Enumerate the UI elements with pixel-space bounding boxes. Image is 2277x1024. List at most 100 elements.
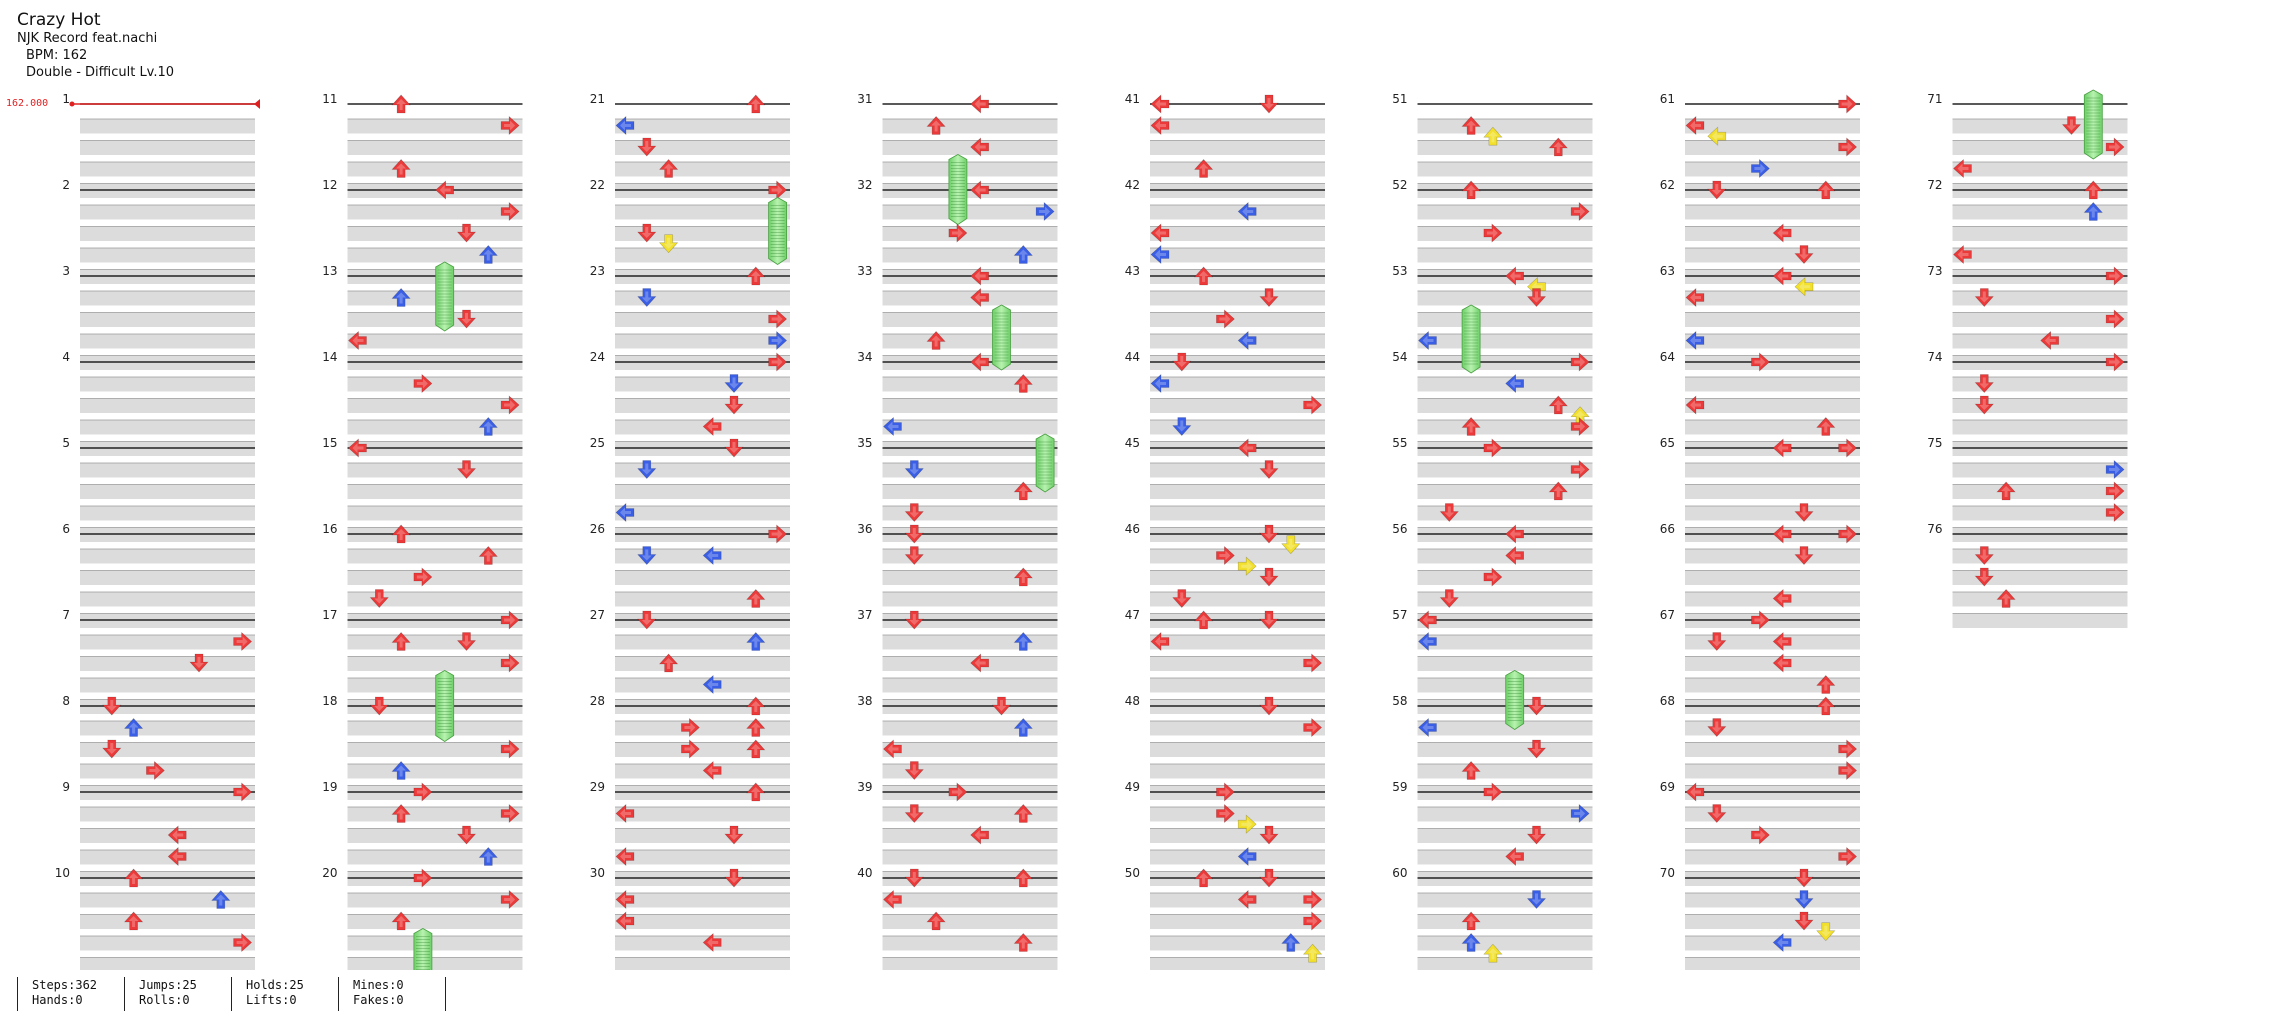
measure-number: 59 [1392,780,1407,794]
red-arrow-icon [1838,137,1858,157]
red-arrow-icon [681,717,700,738]
measure-54 [1417,361,1593,456]
red-arrow-icon [1794,868,1814,888]
red-arrow-icon [746,718,766,737]
red-arrow-icon [1483,223,1503,243]
blue-arrow-icon [1526,890,1547,909]
red-arrow-icon [926,116,946,135]
measure-76 [1952,533,2128,628]
measure-number: 37 [857,608,872,622]
red-arrow-icon [1303,653,1323,673]
yellow-arrow-icon [1281,535,1301,555]
measure-75 [1952,447,2128,542]
red-arrow-icon [1172,352,1192,372]
measure-56 [1417,533,1593,628]
red-arrow-icon [1013,481,1033,501]
red-arrow-icon [1461,116,1481,135]
red-arrow-icon [348,330,367,351]
yellow-arrow-icon [1483,126,1503,146]
red-arrow-icon [1216,782,1235,802]
green-hold-icon [768,197,787,265]
blue-arrow-icon [1013,718,1033,737]
bpm-value: 162.000 [6,98,48,109]
red-arrow-icon [970,266,990,286]
green-hold-icon [1461,304,1481,374]
blue-arrow-icon [702,545,722,566]
red-arrow-icon [1816,675,1836,694]
measure-number: 74 [1927,350,1942,364]
red-arrow-icon [1794,245,1814,264]
red-arrow-icon [1772,266,1792,286]
blue-arrow-icon [1172,417,1192,436]
blue-arrow-icon [1418,717,1437,738]
red-arrow-icon [1505,266,1524,286]
blue-arrow-icon [1035,201,1055,222]
red-arrow-icon [904,868,924,888]
red-arrow-icon [926,911,946,931]
red-arrow-icon [1303,717,1323,738]
measure-number: 2 [62,178,70,192]
red-arrow-icon [500,889,520,910]
measure-71 [1952,103,2128,198]
blue-arrow-icon [1237,330,1257,351]
measure-26 [615,533,790,628]
measure-12 [347,189,523,284]
measure-4 [80,361,255,456]
red-arrow-icon [1772,588,1792,609]
measure-58 [1417,705,1593,800]
measure-number: 25 [590,436,605,450]
red-arrow-icon [369,696,389,716]
red-arrow-icon [2083,180,2103,200]
measure-74 [1952,361,2128,456]
red-arrow-icon [637,137,657,157]
red-arrow-icon [746,266,766,286]
blue-arrow-icon [478,417,498,436]
red-arrow-icon [1548,137,1568,157]
red-arrow-icon [1707,804,1727,823]
measure-48 [1150,705,1325,800]
red-arrow-icon [1259,610,1279,630]
red-arrow-icon [1483,438,1503,458]
red-arrow-icon [904,524,924,544]
stat-hands-label: Hands:0 [32,993,83,1007]
measure-number: 13 [322,264,337,278]
red-arrow-icon [1974,567,1994,587]
red-arrow-icon [948,782,968,802]
measure-19 [347,791,523,886]
measure-22 [615,189,790,284]
measure-5 [80,447,255,542]
red-arrow-icon [1816,417,1836,436]
red-arrow-icon [391,804,411,823]
measure-number: 19 [322,780,337,794]
red-arrow-icon [1439,503,1459,522]
red-arrow-icon [2105,352,2125,372]
red-arrow-icon [1974,288,1994,307]
red-arrow-icon [348,438,367,458]
red-arrow-icon [167,846,187,867]
red-arrow-icon [724,395,744,415]
red-arrow-icon [1150,223,1170,243]
green-hold-icon [1505,670,1525,730]
red-arrow-icon [1259,825,1279,845]
measure-labels: 1234567891011121314151617181920212223242… [55,92,1943,880]
red-arrow-icon [1838,760,1858,781]
measure-67 [1685,619,1860,714]
red-arrow-icon [1838,438,1858,458]
measure-number: 58 [1392,694,1407,708]
measure-20 [347,877,523,970]
measure-number: 1 [62,92,70,106]
red-arrow-icon [2105,502,2125,523]
red-arrow-icon [970,180,990,200]
red-arrow-icon [904,610,924,630]
red-arrow-icon [615,889,635,910]
blue-arrow-icon [637,288,657,307]
measure-number: 51 [1392,92,1407,106]
measure-25 [615,447,790,542]
red-arrow-icon [991,696,1012,716]
red-arrow-icon [1483,567,1503,587]
red-arrow-icon [1259,567,1279,587]
red-arrow-icon [926,331,946,350]
blue-arrow-icon [904,460,924,479]
measure-7 [80,619,255,714]
blue-arrow-icon [1281,933,1301,952]
